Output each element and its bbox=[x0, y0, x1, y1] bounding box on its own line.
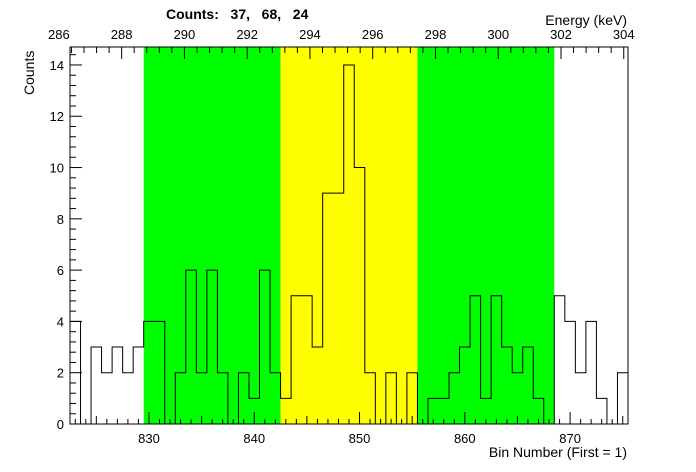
region-right-background bbox=[417, 47, 555, 424]
energy-tick-label: 288 bbox=[111, 27, 133, 42]
x-tick-label: 840 bbox=[243, 431, 265, 446]
energy-axis-label: Energy (keV) bbox=[545, 12, 627, 28]
energy-tick-label: 302 bbox=[550, 27, 572, 42]
x-tick-label: 860 bbox=[454, 431, 476, 446]
y-tick-label: 0 bbox=[57, 417, 64, 432]
y-tick-label: 10 bbox=[50, 161, 64, 176]
x-tick-label: 850 bbox=[349, 431, 371, 446]
region-peak bbox=[280, 47, 418, 424]
energy-tick-label: 298 bbox=[425, 27, 447, 42]
counts-title: Counts: 37, 68, 24 bbox=[166, 6, 309, 22]
x-tick-label: 870 bbox=[559, 431, 581, 446]
y-tick-label: 14 bbox=[50, 58, 64, 73]
y-tick-label: 12 bbox=[50, 109, 64, 124]
region-left-background bbox=[143, 47, 281, 424]
highlight-regions bbox=[143, 47, 555, 424]
y-tick-label: 2 bbox=[57, 366, 64, 381]
energy-tick-label: 296 bbox=[362, 27, 384, 42]
y-tick-label: 4 bbox=[57, 314, 64, 329]
y-tick-label: 8 bbox=[57, 212, 64, 227]
x-axis-label: Bin Number (First = 1) bbox=[489, 444, 627, 460]
energy-tick-label: 290 bbox=[174, 27, 196, 42]
energy-tick-label: 292 bbox=[236, 27, 258, 42]
axis-ticks: 830 840 850 860 870 0 2 4 6 8 10 12 14 286 288 290 292 29… bbox=[48, 27, 635, 446]
energy-tick-label: 300 bbox=[487, 27, 509, 42]
x-tick-label: 830 bbox=[138, 431, 160, 446]
histogram-line bbox=[69, 64, 629, 425]
energy-tick-label: 304 bbox=[613, 27, 635, 42]
energy-tick-label: 294 bbox=[299, 27, 321, 42]
energy-tick-label: 286 bbox=[48, 27, 70, 42]
y-tick-label: 6 bbox=[57, 263, 64, 278]
y-axis-label: Counts bbox=[21, 51, 37, 95]
